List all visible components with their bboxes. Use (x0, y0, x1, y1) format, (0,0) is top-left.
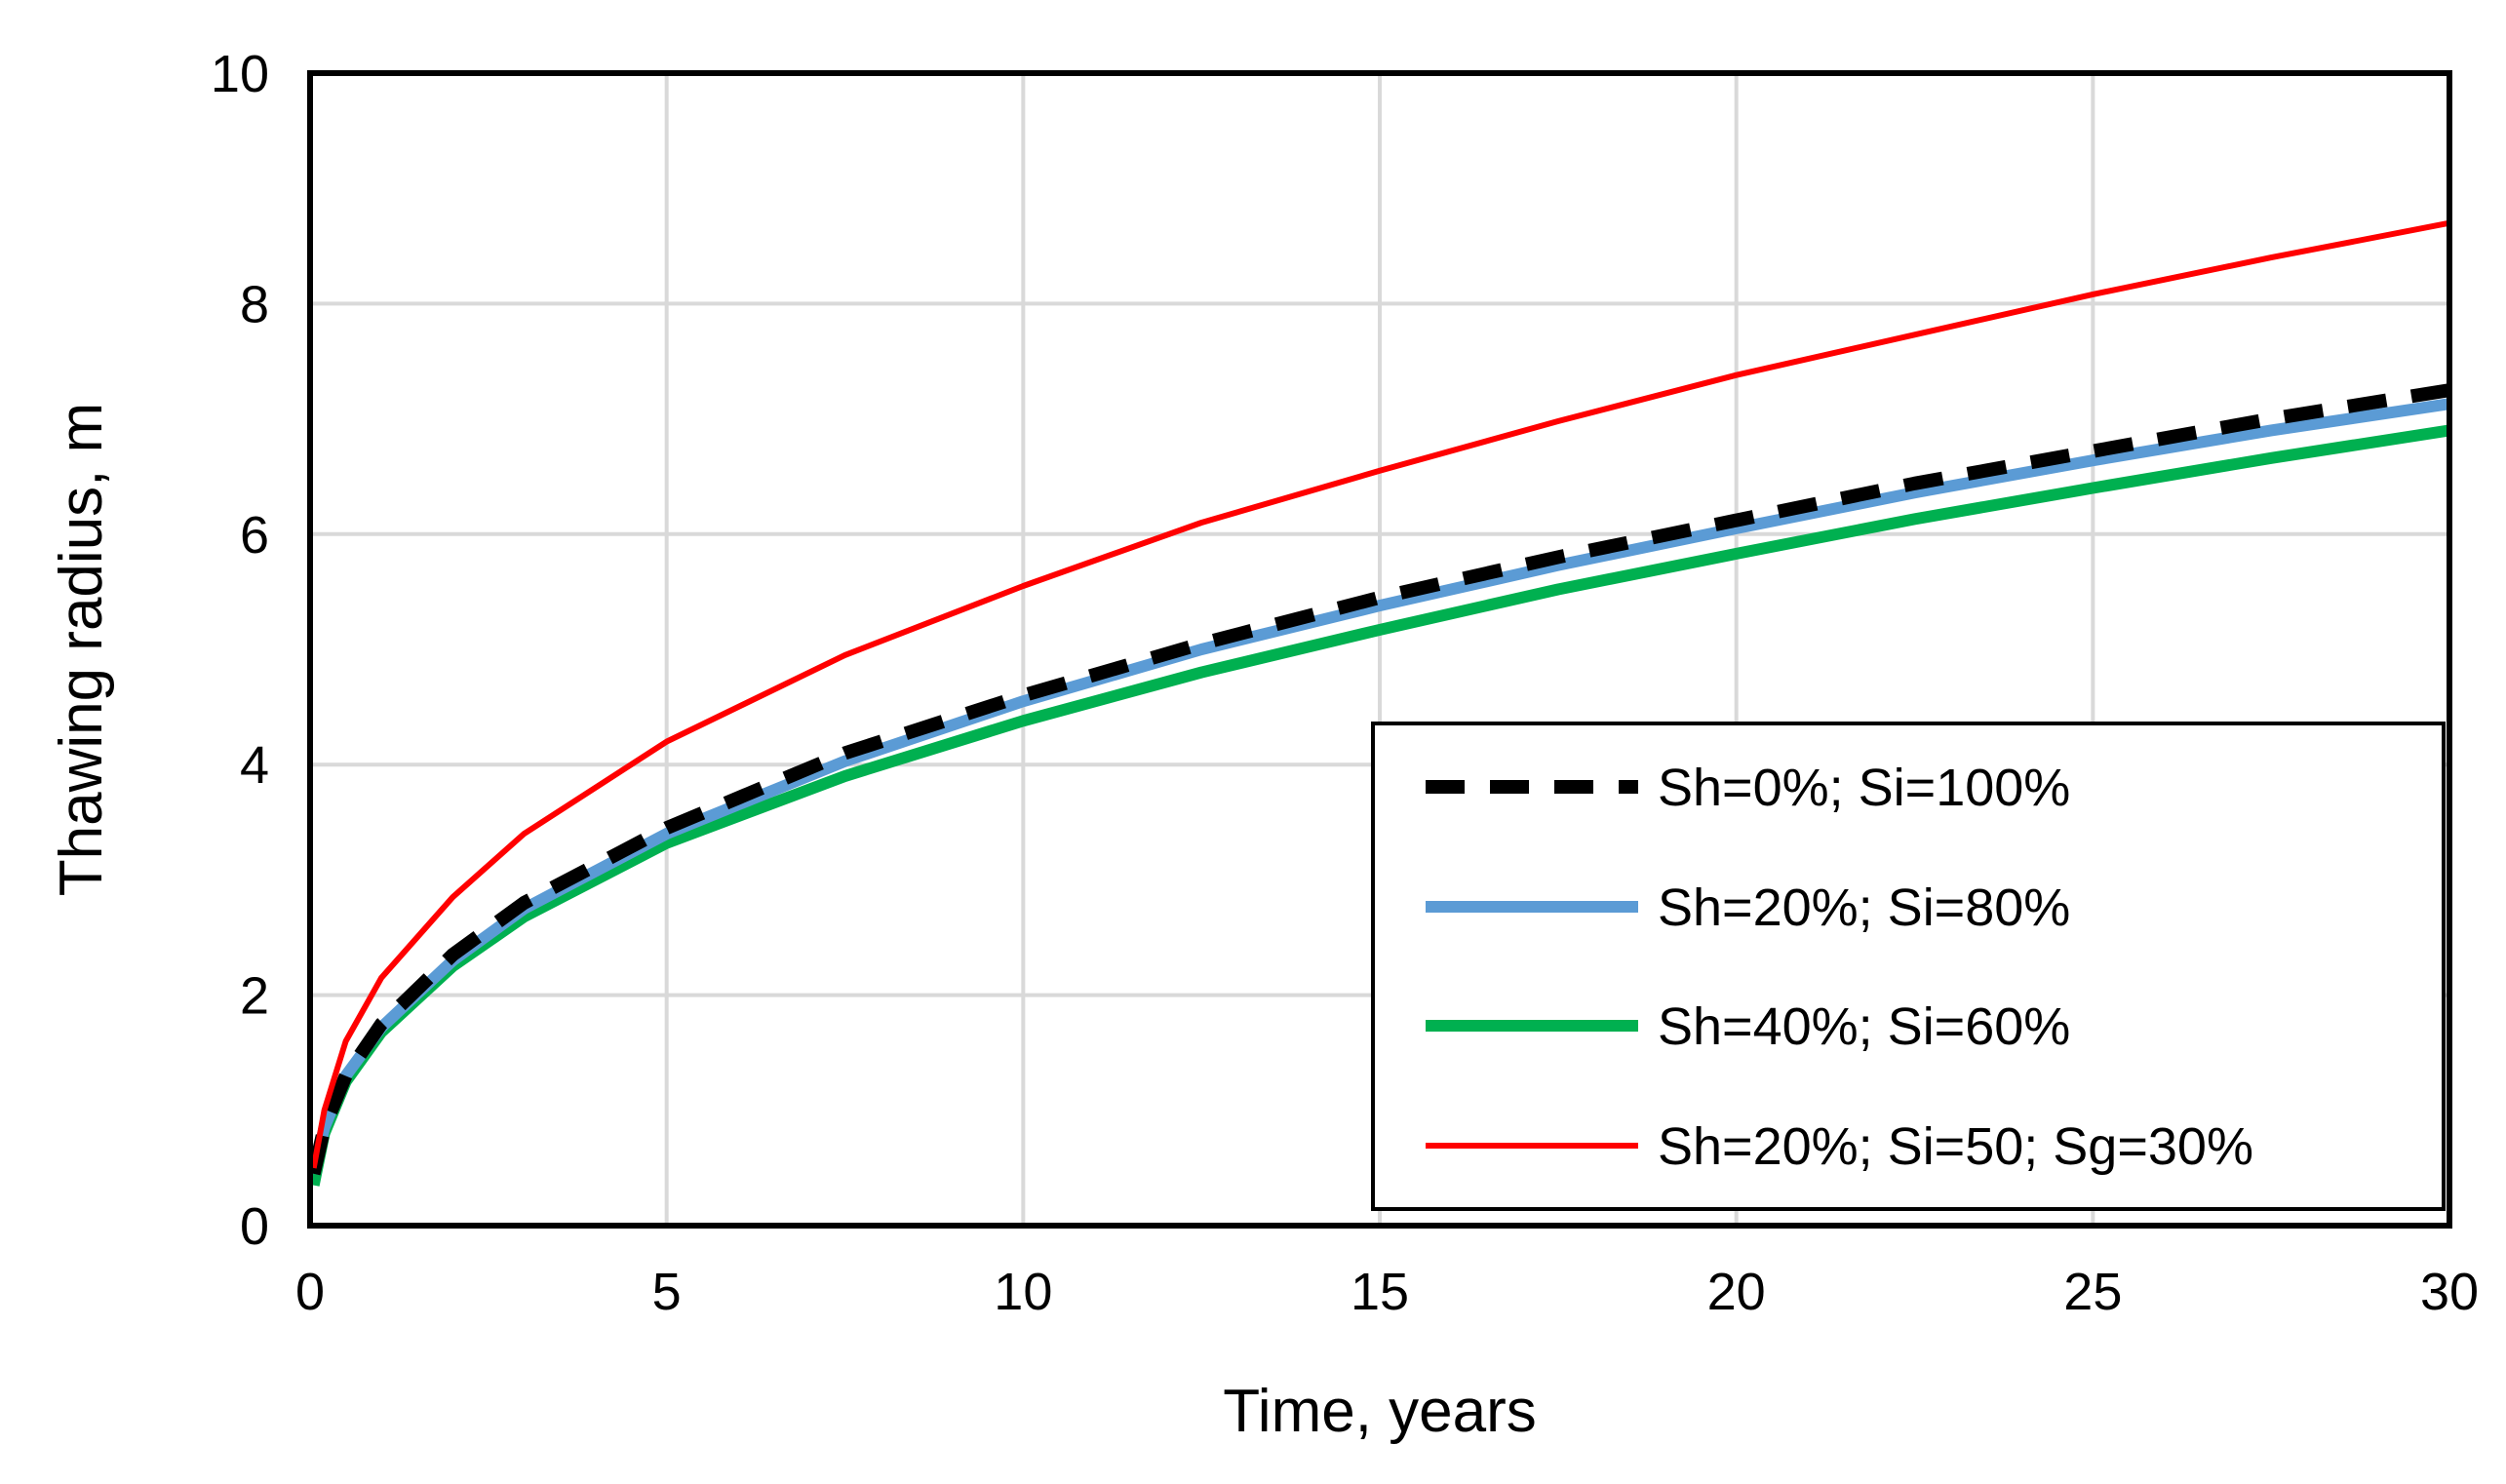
y-tick-label-8: 8 (240, 275, 269, 333)
plot-area-frame (307, 70, 2452, 1229)
y-tick-label-2: 2 (240, 967, 269, 1026)
y-tick-label-4: 4 (240, 736, 269, 795)
series-line-4 (310, 219, 2449, 1169)
y-axis-ticks: 0 2 4 6 8 10 (211, 45, 269, 1256)
series-line-1 (310, 383, 2449, 1176)
x-tick-label-30: 30 (2420, 1263, 2479, 1321)
x-tick-label-20: 20 (1707, 1263, 1766, 1321)
y-axis-title: Thawing radius, m (48, 403, 115, 897)
legend-label-4: Sh=20%; Si=50; Sg=30% (1658, 1117, 2253, 1176)
x-tick-label-10: 10 (994, 1263, 1052, 1321)
x-axis-ticks: 0 5 10 15 20 25 30 (295, 1263, 2479, 1321)
y-tick-label-6: 6 (240, 506, 269, 565)
legend-label-3: Sh=40%; Si=60% (1658, 997, 2070, 1056)
x-axis-title: Time, years (1223, 1378, 1537, 1445)
x-tick-label-5: 5 (652, 1263, 682, 1321)
x-tick-label-15: 15 (1351, 1263, 1409, 1321)
data-series (310, 219, 2449, 1187)
legend-box (1371, 722, 2446, 1211)
legend-label-1: Sh=0%; Si=100% (1658, 759, 2070, 817)
legend-label-2: Sh=20%; Si=80% (1658, 879, 2070, 937)
x-tick-label-0: 0 (295, 1263, 325, 1321)
y-tick-label-0: 0 (240, 1197, 269, 1256)
legend: Sh=0%; Si=100% Sh=20%; Si=80% Sh=40%; Si=6… (1371, 722, 2446, 1211)
y-tick-label-10: 10 (211, 45, 269, 103)
x-tick-label-25: 25 (2063, 1263, 2122, 1321)
